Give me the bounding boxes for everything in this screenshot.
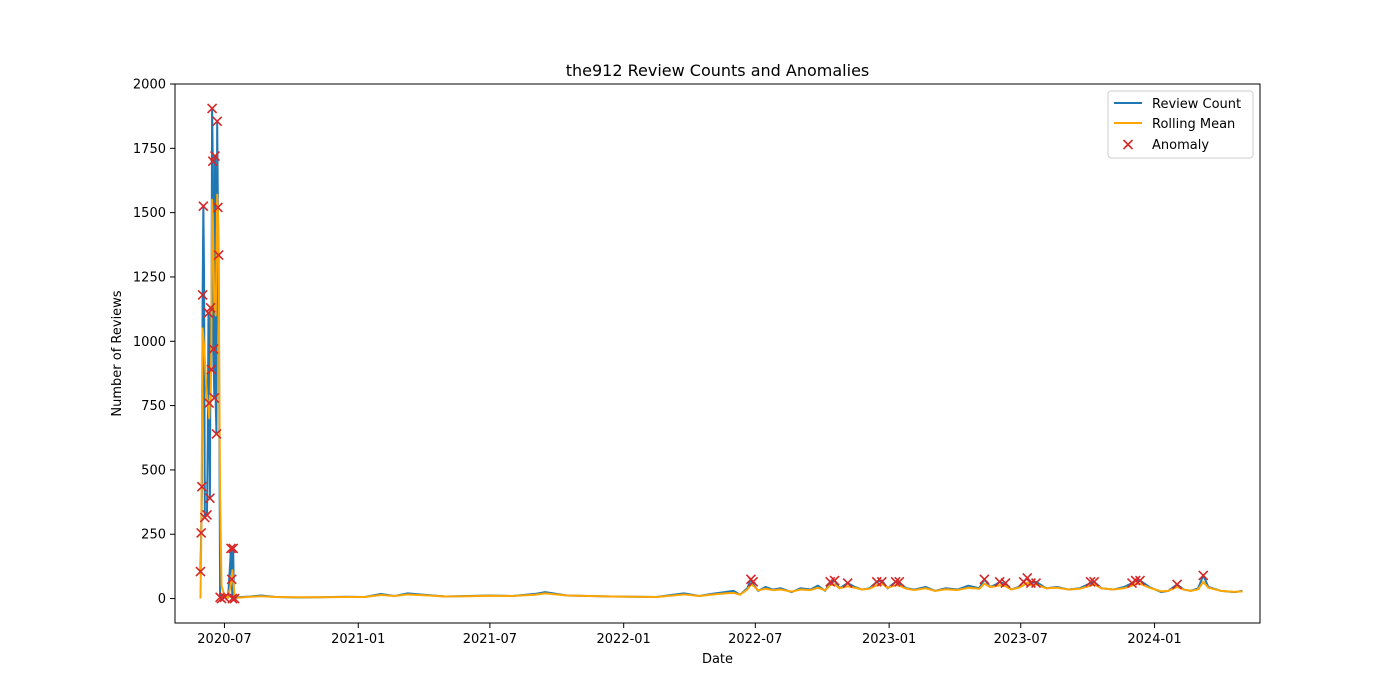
legend-anomaly-marker <box>1122 139 1134 150</box>
anomaly-marker <box>842 578 853 589</box>
anomaly-marker <box>979 574 990 585</box>
anomaly-marker <box>209 392 220 403</box>
anomaly-marker <box>212 116 223 127</box>
y-axis-label: Number of Reviews <box>110 290 125 416</box>
anomaly-marker <box>219 592 230 603</box>
anomaly-marker <box>1198 570 1209 581</box>
y-tick-label: 250 <box>141 528 166 543</box>
anomaly-marker <box>829 575 840 586</box>
x-axis: 2020-07 2021-01 2021-07 2022-01 2022-07 2023-… <box>197 623 1182 647</box>
anomaly-marker <box>1022 572 1033 584</box>
legend-anomaly-label: Anomaly <box>1152 138 1209 153</box>
y-tick-label: 1000 <box>133 335 166 350</box>
x-tick-label: 2022-07 <box>728 632 782 647</box>
anomaly-marker <box>216 593 227 604</box>
anomaly-marker <box>1130 575 1141 586</box>
anomaly-marker <box>205 302 216 313</box>
y-tick-label: 1750 <box>133 142 166 157</box>
x-tick-label: 2023-07 <box>994 632 1048 647</box>
x-tick-label: 2021-01 <box>331 632 385 647</box>
anomaly-marker <box>1000 578 1011 589</box>
anomaly-marker <box>211 428 222 439</box>
x-tick-label: 2024-01 <box>1127 632 1181 647</box>
anomaly-marker <box>226 574 237 585</box>
anomaly-marker <box>876 576 887 587</box>
anomaly-marker <box>207 156 218 167</box>
chart-title: the912 Review Counts and Anomalies <box>566 61 870 80</box>
legend-rolling-mean-label: Rolling Mean <box>1152 117 1235 132</box>
y-tick-label: 750 <box>141 399 166 414</box>
anomaly-marker <box>208 343 219 355</box>
anomaly-marker <box>213 250 224 261</box>
y-tick-label: 1250 <box>133 270 166 285</box>
anomaly-marker <box>1134 575 1146 586</box>
anomaly-marker <box>1172 579 1183 590</box>
anomaly-marker <box>197 289 208 301</box>
anomaly-marker <box>212 202 223 213</box>
anomaly-marker <box>890 576 901 587</box>
y-tick-label: 500 <box>141 463 166 478</box>
anomaly-marker <box>206 364 217 375</box>
anomaly-marker <box>198 201 209 212</box>
legend-box <box>1107 90 1254 159</box>
anomaly-marker <box>195 566 206 577</box>
x-tick-label: 2022-01 <box>597 632 651 647</box>
anomaly-marker <box>225 543 237 554</box>
anomaly-marker <box>209 150 221 162</box>
legend: Review Count Rolling Mean Anomaly <box>1107 90 1254 159</box>
y-tick-label: 2000 <box>133 78 166 93</box>
series-layer <box>195 103 1243 604</box>
plot-frame <box>174 83 1261 624</box>
anomaly-marker <box>748 576 759 587</box>
y-axis: 0 250 500 750 1000 1250 1500 1750 2000 <box>133 78 175 607</box>
anomaly-marker <box>229 593 240 604</box>
anomaly-marker <box>227 593 238 604</box>
anomaly-markers <box>195 103 1209 604</box>
anomaly-marker <box>196 527 207 539</box>
rolling-mean-line <box>199 193 1243 599</box>
y-tick-label: 1500 <box>133 206 166 221</box>
anomaly-marker <box>204 493 215 504</box>
y-tick-label: 0 <box>158 592 166 607</box>
anomaly-marker <box>201 509 213 521</box>
anomaly-marker <box>207 103 218 114</box>
anomaly-marker <box>1085 576 1096 587</box>
anomaly-marker <box>228 543 239 554</box>
anomaly-marker <box>894 576 905 587</box>
legend-review-count-label: Review Count <box>1152 97 1241 112</box>
x-tick-label: 2020-07 <box>197 632 251 647</box>
anomaly-marker <box>1089 576 1100 587</box>
anomaly-marker <box>203 307 214 319</box>
x-tick-label: 2023-01 <box>862 632 916 647</box>
x-axis-label: Date <box>702 652 733 667</box>
x-tick-label: 2021-07 <box>463 632 517 647</box>
anomaly-marker <box>196 481 207 492</box>
anomaly-marker <box>1030 578 1042 589</box>
